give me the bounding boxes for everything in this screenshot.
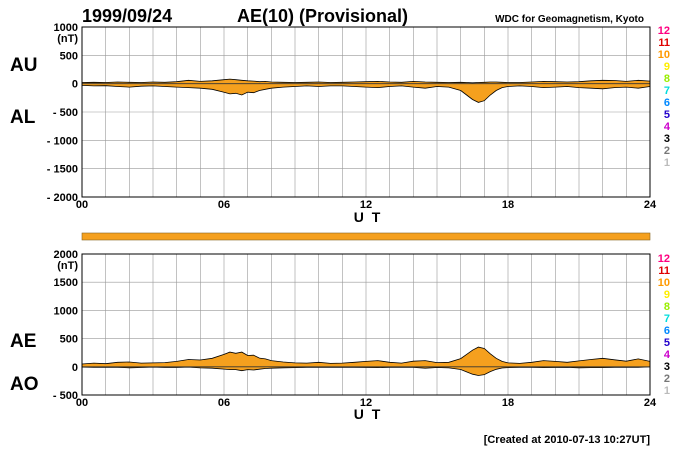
date-title: 1999/09/24: [82, 6, 172, 26]
upper-series-label: AU: [10, 55, 37, 76]
lower-series-label: AO: [10, 374, 39, 395]
station-legend-item: 3: [664, 133, 670, 145]
data-coverage-bar: [81, 232, 651, 241]
x-tick-label: 00: [76, 199, 88, 211]
credit-label: WDC for Geomagnetism, Kyoto: [495, 14, 644, 25]
station-legend-item: 2: [664, 373, 670, 385]
station-legend-item: 5: [664, 109, 670, 121]
x-tick-label: 12: [360, 199, 372, 211]
unit-label: (nT): [57, 260, 78, 272]
station-legend-item: 8: [664, 301, 670, 313]
y-tick-label: - 1500: [47, 164, 78, 176]
series-line-ao: [81, 366, 651, 376]
station-legend-item: 6: [664, 325, 670, 337]
x-tick-label: 24: [644, 199, 657, 211]
station-legend-item: 1: [664, 157, 670, 169]
station-legend-item: 11: [658, 37, 670, 49]
station-legend-item: 3: [664, 361, 670, 373]
unit-label: (nT): [57, 33, 78, 45]
station-legend-item: 11: [658, 265, 670, 277]
station-legend-item: 4: [664, 349, 671, 361]
x-tick-label: 00: [76, 397, 88, 409]
y-tick-label: 1000: [54, 305, 78, 317]
x-tick-label: 06: [218, 397, 230, 409]
y-tick-label: 500: [60, 50, 78, 62]
plot-frame: [81, 26, 651, 198]
station-legend-item: 5: [664, 337, 670, 349]
y-tick-label: 0: [72, 79, 78, 91]
station-legend-item: 10: [658, 49, 670, 61]
area-fill: [82, 79, 650, 103]
y-tick-label: 1000: [54, 22, 78, 34]
plot-frame: [81, 253, 651, 396]
y-tick-label: 2000: [54, 249, 78, 261]
station-legend-item: 9: [664, 61, 670, 73]
series-line-al: [81, 85, 651, 103]
x-axis-label: U T: [354, 209, 383, 225]
upper-series-label: AE: [10, 331, 36, 352]
x-tick-label: 12: [360, 397, 372, 409]
created-timestamp: [Created at 2010-07-13 10:27UT]: [484, 434, 651, 446]
station-legend-item: 10: [658, 277, 670, 289]
y-tick-label: - 2000: [47, 192, 78, 204]
station-legend-item: 12: [658, 25, 670, 37]
x-tick-label: 06: [218, 199, 230, 211]
station-legend-item: 2: [664, 145, 670, 157]
station-legend-item: 8: [664, 73, 670, 85]
series-line-au: [81, 78, 651, 84]
lower-series-label: AL: [10, 107, 36, 128]
top-panel: 1000 500 0 - 500 - 1000 - 1500 - 2000 (nT) 00 06 1…: [10, 22, 671, 225]
y-tick-label: 500: [60, 334, 78, 346]
station-legend-item: 9: [664, 289, 670, 301]
station-legend-item: 7: [664, 85, 670, 97]
x-axis-label: U T: [354, 406, 383, 422]
station-legend-item: 1: [664, 385, 670, 397]
y-tick-label: - 1000: [47, 135, 78, 147]
y-tick-label: 1500: [54, 277, 78, 289]
y-tick-label: 0: [72, 362, 78, 374]
station-legend-item: 7: [664, 313, 670, 325]
x-tick-label: 24: [644, 397, 657, 409]
series-line-ae: [81, 346, 651, 365]
chart-title: AE(10) (Provisional): [237, 6, 408, 26]
x-tick-label: 18: [502, 199, 514, 211]
y-tick-label: - 500: [53, 390, 78, 402]
y-tick-label: - 500: [53, 107, 78, 119]
station-legend-item: 12: [658, 253, 670, 265]
station-legend-item: 6: [664, 97, 670, 109]
station-legend-item: 4: [664, 121, 671, 133]
x-tick-label: 18: [502, 397, 514, 409]
area-fill: [82, 347, 650, 376]
